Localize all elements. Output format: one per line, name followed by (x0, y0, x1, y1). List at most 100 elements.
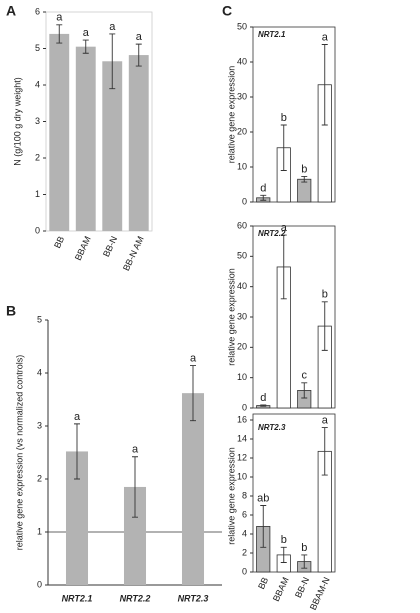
significance-letter: b (281, 534, 287, 546)
y-tick-label: 5 (35, 43, 40, 53)
y-tick-label: 6 (35, 6, 40, 16)
significance-letter: a (109, 21, 116, 33)
significance-letter: b (281, 112, 287, 124)
x-tick-label: BB (256, 576, 270, 591)
y-tick-label: 4 (37, 367, 42, 377)
y-tick-label: 20 (237, 126, 247, 136)
error-bar (301, 176, 308, 183)
y-tick-label: 2 (35, 152, 40, 162)
error-bar (56, 24, 63, 44)
significance-letter: a (190, 352, 197, 364)
significance-letter: a (136, 31, 143, 43)
significance-letter: b (301, 542, 307, 554)
y-tick-label: 10 (237, 161, 247, 171)
y-tick-label: 50 (237, 21, 247, 31)
significance-letter: c (302, 370, 308, 382)
x-tick-label: BB-N AM (121, 235, 146, 273)
y-tick-label: 8 (242, 490, 247, 500)
significance-letter: a (322, 31, 329, 43)
error-bar (280, 124, 287, 171)
bar (49, 33, 70, 232)
subplot-title: NRT2.3 (258, 423, 286, 432)
error-bar (321, 301, 328, 351)
y-tick-label: 40 (237, 56, 247, 66)
bar (102, 61, 123, 232)
y-tick-label: 10 (237, 372, 247, 382)
y-tick-label: 0 (242, 196, 247, 206)
panel-label: A (6, 3, 16, 19)
x-tick-label: BBAM (73, 235, 93, 262)
y-tick-label: 30 (237, 91, 247, 101)
subplot-title: NRT2.2 (258, 229, 286, 238)
error-bar (321, 427, 328, 476)
y-tick-label: 10 (237, 471, 247, 481)
y-tick-label: 0 (35, 225, 40, 235)
error-bar (280, 234, 287, 300)
bar (65, 451, 89, 585)
panel-label: B (6, 303, 16, 319)
subplot-title: NRT2.1 (258, 30, 286, 39)
y-axis-label: N (g/100 g dry weight) (12, 77, 22, 166)
y-tick-label: 14 (237, 433, 247, 443)
error-bar (260, 505, 267, 548)
plot-frame (252, 413, 336, 573)
error-bar (190, 365, 196, 422)
x-tick-label: NRT2.3 (178, 593, 209, 603)
x-tick-label: BB (52, 235, 66, 250)
y-tick-label: 3 (35, 116, 40, 126)
error-bar (260, 194, 267, 201)
plot-frame (252, 26, 336, 203)
significance-letter: ab (257, 492, 269, 504)
y-tick-label: 4 (242, 528, 247, 538)
error-bar (132, 456, 138, 518)
significance-letter: d (260, 392, 266, 404)
y-tick-label: 16 (237, 414, 247, 424)
y-axis-label: relative gene expression (226, 268, 236, 366)
bar (181, 393, 205, 585)
significance-letter: a (322, 415, 329, 427)
x-tick-label: BB-N (293, 576, 311, 600)
bar (75, 46, 96, 231)
y-tick-label: 0 (37, 579, 42, 589)
y-tick-label: 1 (37, 526, 42, 536)
x-tick-label: BBAM (271, 576, 291, 603)
error-bar (135, 43, 142, 67)
y-tick-label: 4 (35, 79, 40, 89)
y-tick-label: 2 (37, 473, 42, 483)
bar (297, 178, 312, 203)
y-axis-label: relative gene expression (226, 66, 236, 164)
bar (123, 486, 147, 585)
bar (128, 55, 149, 231)
y-tick-label: 20 (237, 342, 247, 352)
x-tick-label: BB-N (101, 235, 119, 259)
error-bar (301, 382, 308, 399)
x-tick-label: NRT2.1 (62, 593, 93, 603)
error-bar (321, 44, 328, 126)
error-bar (74, 423, 80, 480)
error-bar (280, 546, 287, 563)
y-axis-label: relative gene expression (226, 447, 236, 545)
error-bar (301, 554, 308, 569)
y-tick-label: 12 (237, 452, 247, 462)
error-bar (260, 404, 267, 407)
y-axis-label: relative gene expression (vs normalized … (14, 355, 24, 551)
y-tick-label: 30 (237, 311, 247, 321)
y-tick-label: 60 (237, 220, 247, 230)
x-tick-label: BBAM-N (308, 576, 332, 612)
y-tick-label: 3 (37, 420, 42, 430)
y-tick-label: 1 (35, 189, 40, 199)
significance-letter: a (281, 222, 288, 234)
y-tick-label: 5 (37, 314, 42, 324)
significance-letter: a (56, 12, 63, 24)
x-tick-label: NRT2.2 (120, 593, 151, 603)
y-tick-label: 6 (242, 509, 247, 519)
significance-letter: a (74, 411, 81, 423)
y-tick-label: 2 (242, 547, 247, 557)
significance-letter: b (301, 163, 307, 175)
y-tick-label: 0 (242, 402, 247, 412)
significance-letter: a (83, 27, 90, 39)
y-tick-label: 40 (237, 281, 247, 291)
y-tick-label: 50 (237, 251, 247, 261)
y-tick-label: 0 (242, 566, 247, 576)
